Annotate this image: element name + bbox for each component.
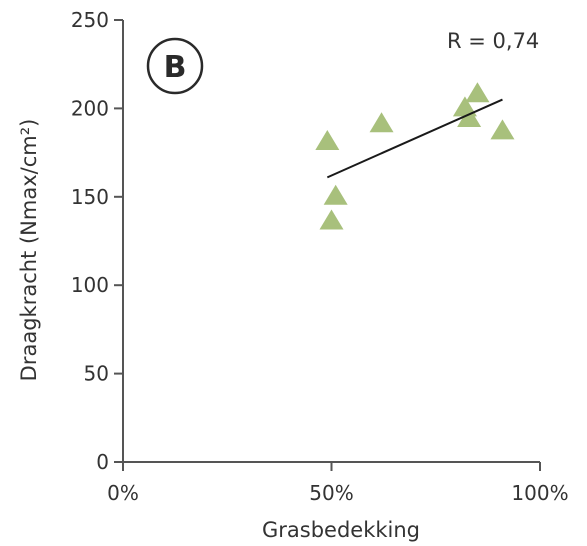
y-axis-title: Draagkracht (Nmax/cm²) [17, 119, 41, 382]
data-point-2 [323, 184, 348, 205]
y-tick-label: 0 [96, 450, 109, 474]
data-point-7 [490, 119, 515, 140]
trendline [326, 98, 503, 179]
data-point-0 [315, 129, 340, 150]
panel-label-circle [146, 37, 204, 95]
data-point-1 [319, 209, 344, 230]
y-ticks: 0 50 100 150 200 250 [71, 8, 123, 474]
x-ticks: 0% 50% 100% [107, 462, 569, 505]
y-tick-label: 100 [71, 273, 109, 297]
data-points [315, 82, 515, 230]
x-axis-title: Grasbedekking [262, 518, 420, 542]
y-tick-label: 150 [71, 185, 109, 209]
x-tick-label: 0% [107, 481, 139, 505]
x-tick-label: 100% [511, 481, 568, 505]
data-point-6 [465, 82, 490, 103]
data-point-3 [369, 112, 394, 133]
x-tick-label: 50% [309, 481, 353, 505]
data-point-5 [457, 107, 482, 128]
panel-label-text: B [164, 50, 187, 85]
y-tick-label: 200 [71, 96, 109, 120]
panel-label: B [146, 37, 204, 95]
correlation-annotation: R = 0,74 [447, 29, 539, 53]
y-tick-label: 250 [71, 8, 109, 32]
y-tick-label: 50 [84, 362, 109, 386]
